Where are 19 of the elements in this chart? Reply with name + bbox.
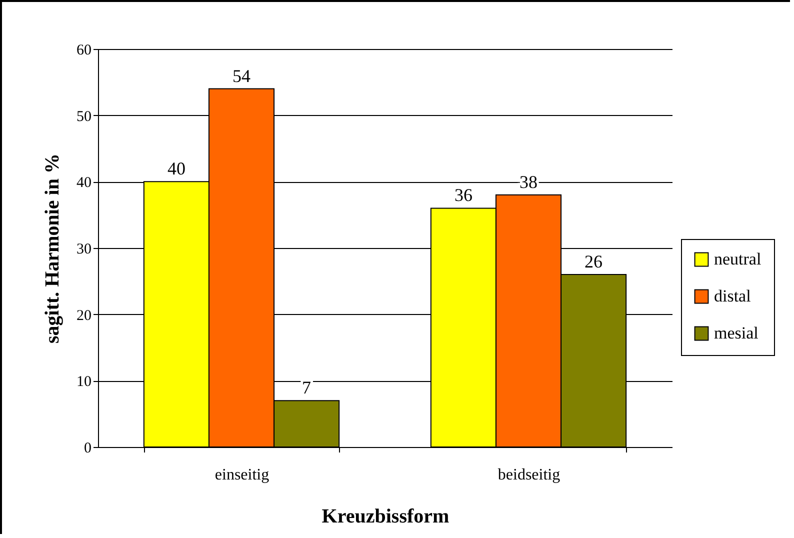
y-tick-label: 30 bbox=[76, 242, 92, 258]
data-label: 54 bbox=[232, 66, 250, 86]
legend-label: mesial bbox=[714, 324, 759, 342]
y-tick-label: 20 bbox=[76, 308, 92, 324]
y-axis-title: sagitt. Harmonie in % bbox=[42, 154, 64, 344]
data-label: 40 bbox=[167, 158, 186, 179]
legend-label: neutral bbox=[714, 250, 762, 268]
data-label: 36 bbox=[454, 185, 472, 206]
data-label: 26 bbox=[584, 252, 603, 272]
data-label: 7 bbox=[302, 378, 312, 398]
y-tick-label: 60 bbox=[76, 42, 92, 58]
y-tick-label: 10 bbox=[76, 374, 92, 390]
y-tick-label: 50 bbox=[76, 108, 92, 125]
y-tick-label: 0 bbox=[84, 440, 92, 456]
y-tick-label: 40 bbox=[76, 175, 92, 192]
legend-label: distal bbox=[714, 286, 752, 306]
x-tick-label: beidseitig bbox=[498, 466, 560, 484]
x-axis-title: Kreuzbissform bbox=[322, 506, 450, 528]
x-tick-label: einseitig bbox=[214, 466, 270, 484]
